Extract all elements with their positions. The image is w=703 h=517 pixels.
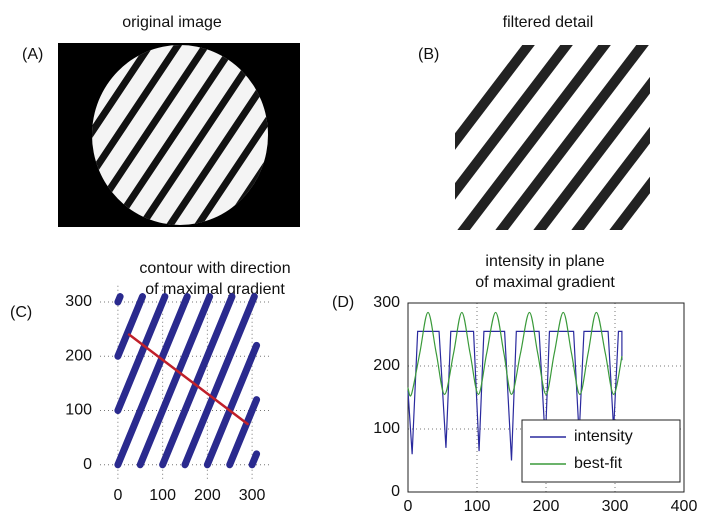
chart-title: filtered detail	[503, 14, 594, 31]
y-tick-label: 100	[373, 420, 400, 437]
y-tick-label: 0	[83, 456, 92, 473]
panel-label: (D)	[332, 294, 354, 311]
figure: original image (A) filtered detail (B) conto…	[0, 0, 703, 512]
panel-label: (B)	[418, 46, 439, 63]
x-tick-label: 200	[194, 487, 221, 504]
x-tick-label: 0	[113, 487, 122, 504]
y-tick-label: 200	[373, 357, 400, 374]
chart-title: original image	[122, 14, 222, 31]
chart-title: of maximal gradient	[475, 274, 615, 291]
panel-label: (C)	[10, 304, 32, 321]
x-tick-label: 0	[404, 498, 413, 512]
y-tick-label: 100	[65, 402, 92, 419]
y-tick-label: 0	[391, 483, 400, 500]
page: original image (A) filtered detail (B) conto…	[0, 0, 703, 517]
x-tick-label: 200	[533, 498, 560, 512]
y-tick-label: 200	[65, 347, 92, 364]
chart-title: intensity in plane	[485, 253, 604, 270]
x-tick-label: 100	[464, 498, 491, 512]
legend-label: intensity	[574, 428, 633, 445]
x-tick-label: 300	[602, 498, 629, 512]
chart-title: contour with direction	[139, 260, 290, 277]
x-tick-label: 300	[239, 487, 266, 504]
x-tick-label: 100	[149, 487, 176, 504]
panel-label: (A)	[22, 46, 43, 63]
series-line	[118, 297, 257, 465]
legend-label: best-fit	[574, 455, 623, 472]
y-tick-label: 300	[65, 293, 92, 310]
y-tick-label: 300	[373, 294, 400, 311]
original-image	[0, 30, 356, 240]
x-tick-label: 400	[671, 498, 698, 512]
